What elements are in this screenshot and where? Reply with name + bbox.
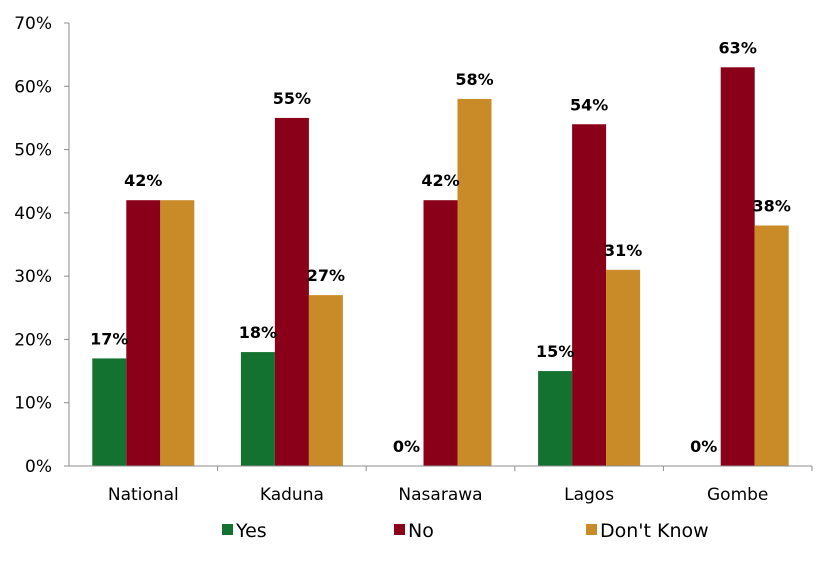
data-label: 0% xyxy=(690,437,717,456)
legend-label: Don't Know xyxy=(600,520,709,542)
bar-don-t-know-national xyxy=(160,200,195,466)
bar-no-nasarawa xyxy=(423,200,458,466)
data-label: 63% xyxy=(719,38,757,57)
x-axis: National Kaduna Nasarawa Lagos Gombe xyxy=(69,465,813,505)
legend-label: Yes xyxy=(235,520,267,542)
bar-yes-national xyxy=(92,358,127,466)
bar-yes-kaduna xyxy=(240,352,275,466)
x-tick-label: National xyxy=(108,485,179,505)
bars xyxy=(92,67,789,467)
bar-no-gombe xyxy=(720,67,755,467)
y-tick-label: 70% xyxy=(14,14,52,34)
bar-don-t-know-lagos xyxy=(606,269,641,466)
data-label: 38% xyxy=(753,197,791,216)
data-label: 42% xyxy=(124,171,162,190)
bar-no-lagos xyxy=(572,124,607,466)
x-tick-label: Kaduna xyxy=(260,485,324,505)
data-labels: 17% 42% 18% 55% 27% 0% 42% 58% 15% 54% 31% 0% 63% 38% xyxy=(90,38,791,456)
legend: Yes No Don't Know xyxy=(222,520,709,542)
y-tick-label: 30% xyxy=(14,267,52,287)
data-label: 15% xyxy=(536,342,574,361)
y-tick-label: 0% xyxy=(25,457,52,477)
y-tick-label: 50% xyxy=(14,141,52,161)
data-label: 55% xyxy=(273,89,311,108)
data-label: 58% xyxy=(455,70,493,89)
bar-no-kaduna xyxy=(274,117,309,466)
y-tick-label: 10% xyxy=(14,394,52,414)
data-label: 31% xyxy=(604,241,642,260)
x-tick-label: Gombe xyxy=(707,485,768,505)
data-label: 27% xyxy=(307,266,345,285)
bar-yes-lagos xyxy=(538,371,573,466)
y-tick-label: 20% xyxy=(14,330,52,350)
x-tick-label: Lagos xyxy=(564,485,614,505)
y-tick-label: 60% xyxy=(14,77,52,97)
data-label: 0% xyxy=(393,437,420,456)
data-label: 17% xyxy=(90,329,128,348)
bar-don-t-know-nasarawa xyxy=(457,98,492,466)
y-axis: 0% 10% 20% 30% 40% 50% 60% 70% xyxy=(14,14,70,477)
x-tick-label: Nasarawa xyxy=(398,485,482,505)
data-label: 18% xyxy=(239,323,277,342)
y-tick-label: 40% xyxy=(14,204,52,224)
data-label: 42% xyxy=(421,171,459,190)
data-label: 54% xyxy=(570,95,608,114)
bar-don-t-know-kaduna xyxy=(308,295,343,466)
bar-no-national xyxy=(126,200,161,466)
legend-swatch xyxy=(222,524,233,535)
legend-label: No xyxy=(408,520,434,542)
legend-swatch xyxy=(586,524,597,535)
bar-don-t-know-gombe xyxy=(754,225,789,466)
legend-swatch xyxy=(394,524,405,535)
